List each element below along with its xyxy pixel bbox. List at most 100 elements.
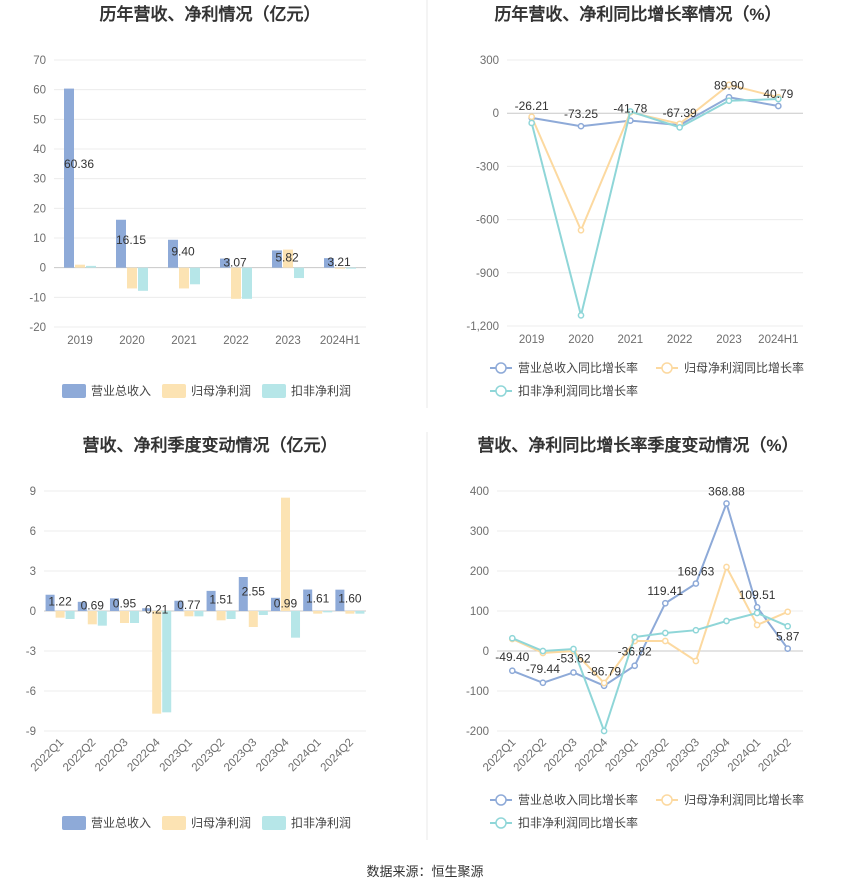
data-label: 40.79 [763, 87, 793, 101]
legend-label: 扣非净利润同比增长率 [518, 383, 638, 398]
x-tick-label: 2023Q3 [665, 737, 702, 774]
series-point-deducted_profit [774, 95, 782, 103]
y-tick-label: 10 [33, 233, 46, 245]
chart-title: 历年营收、净利情况（亿元） [100, 4, 321, 24]
legend-marker-net_profit [661, 794, 673, 806]
data-label: 109.51 [739, 588, 776, 602]
series-point-revenue [753, 603, 761, 611]
x-tick-label: 2023Q2 [190, 737, 227, 774]
data-label: -26.21 [515, 99, 549, 113]
y-tick-label: -3 [26, 646, 36, 658]
bar-net_profit [119, 611, 130, 623]
series-point-revenue [784, 645, 792, 653]
y-tick-label: -300 [476, 161, 499, 173]
bar-deducted_profit [194, 611, 204, 617]
series-point-net_profit [725, 81, 733, 89]
data-label: -53.62 [556, 651, 590, 665]
data-label: 0.99 [274, 596, 298, 610]
series-point-deducted_profit [631, 633, 639, 641]
y-tick-label: 6 [30, 526, 36, 538]
legend-swatch-revenue [62, 384, 86, 398]
bar-net_profit [345, 611, 355, 614]
series-point-deducted_profit [508, 634, 516, 642]
data-label: 3.07 [223, 255, 247, 269]
y-tick-label: 100 [470, 606, 489, 618]
bar-deducted_profit [138, 267, 148, 291]
x-tick-label: 2019 [519, 334, 545, 346]
series-point-revenue [539, 679, 547, 687]
bar-revenue [206, 590, 216, 611]
x-tick-label: 2024Q2 [756, 737, 793, 774]
x-tick-label: 2023Q1 [158, 737, 195, 774]
y-tick-label: 50 [33, 114, 46, 126]
legend-swatch-deducted_profit [262, 816, 286, 830]
x-tick-label: 2023Q1 [603, 737, 640, 774]
series-point-revenue [577, 122, 585, 130]
bar-revenue [238, 577, 248, 611]
x-tick-label: 2022 [223, 335, 249, 347]
data-label: 16.15 [116, 233, 146, 247]
y-tick-label: -20 [29, 322, 46, 334]
data-source-note: 数据来源：恒生聚源 [366, 864, 483, 879]
x-tick-label: 2024Q2 [319, 737, 356, 774]
y-tick-label: 0 [483, 646, 489, 658]
data-label: -67.39 [663, 106, 697, 120]
bar-revenue [270, 597, 280, 611]
bar-net_profit [55, 611, 65, 618]
x-tick-label: 2020 [568, 334, 594, 346]
series-point-deducted_profit [577, 312, 585, 319]
series-line-deducted_profit [530, 98, 779, 316]
data-label: 5.87 [776, 630, 800, 644]
series-point-net_profit [753, 621, 761, 629]
bar-net_profit [313, 611, 323, 614]
bar-net_profit [335, 267, 345, 269]
chart-title: 历年营收、净利同比增长率情况（%） [494, 4, 781, 24]
bar-revenue [116, 219, 126, 268]
chart-title: 营收、净利同比增长率季度变动情况（%） [477, 435, 798, 455]
bar-net_profit [179, 267, 189, 289]
bar-net_profit [127, 267, 137, 289]
data-label: 168.63 [678, 565, 715, 579]
bar-net_profit [280, 497, 291, 611]
bar-revenue [272, 250, 282, 268]
bar-net_profit [248, 611, 258, 627]
bar-deducted_profit [226, 611, 236, 619]
x-tick-label: 2023Q4 [254, 736, 292, 774]
series-point-revenue [661, 599, 669, 607]
x-tick-label: 2022Q2 [61, 737, 98, 774]
y-tick-label: 9 [30, 486, 36, 498]
y-tick-label: 30 [33, 174, 46, 186]
x-tick-label: 2022 [667, 334, 693, 346]
y-tick-label: -6 [26, 686, 36, 698]
legend-marker-net_profit [661, 362, 673, 374]
x-tick-label: 2020 [119, 335, 145, 347]
x-tick-label: 2024Q1 [726, 737, 763, 774]
y-tick-label: 0 [493, 108, 499, 120]
x-tick-label: 2021 [171, 335, 197, 347]
bar-deducted_profit [86, 265, 96, 268]
x-tick-label: 2022Q3 [542, 737, 579, 774]
bar-deducted_profit [130, 611, 140, 623]
bar-revenue [324, 258, 334, 268]
legend-label: 营业总收入同比增长率 [518, 360, 638, 375]
x-tick-label: 2019 [67, 335, 93, 347]
legend-label: 归母净利润 [191, 816, 251, 830]
bar-revenue [45, 594, 55, 611]
y-tick-label: 300 [470, 526, 489, 538]
series-point-net_profit [600, 679, 608, 687]
data-label: -73.25 [564, 107, 598, 121]
bar-deducted_profit [242, 267, 252, 299]
series-point-deducted_profit [692, 626, 700, 634]
bar-revenue [77, 601, 87, 611]
bar-deducted_profit [291, 611, 301, 638]
data-label: 0.77 [177, 598, 201, 612]
series-point-revenue [723, 500, 730, 507]
data-label: 368.88 [708, 484, 745, 498]
series-point-deducted_profit [676, 124, 684, 131]
x-tick-label: 2023Q3 [222, 737, 259, 774]
x-tick-label: 2023 [275, 335, 301, 347]
x-tick-label: 2024H1 [758, 334, 798, 346]
legend-marker-deducted_profit [495, 817, 507, 829]
data-label: -49.40 [495, 650, 529, 664]
